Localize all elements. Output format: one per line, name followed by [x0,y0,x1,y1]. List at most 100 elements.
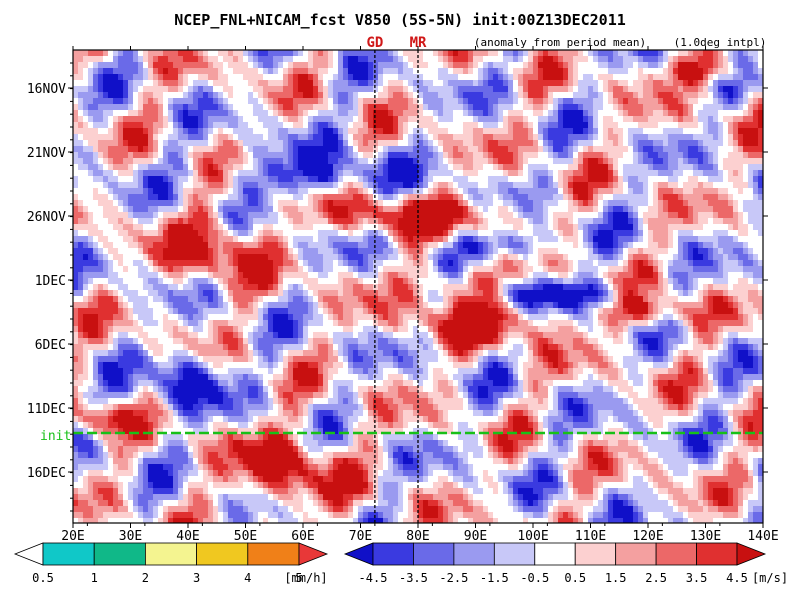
field-cell [223,410,229,417]
field-cell [228,260,234,267]
field-cell [93,236,99,243]
field-cell [248,332,254,339]
field-cell [178,506,184,513]
field-cell [183,146,189,153]
field-cell [288,500,294,507]
field-cell [238,116,244,123]
field-cell [348,248,354,255]
field-cell [288,218,294,225]
field-cell [143,206,149,213]
field-cell [293,140,299,147]
field-cell [108,188,114,195]
field-cell [148,368,154,375]
field-cell [128,518,134,523]
field-cell [383,380,389,387]
field-cell [193,410,199,417]
field-cell [298,446,304,453]
field-cell [153,230,159,237]
field-cell [348,428,354,435]
field-cell [158,350,164,357]
field-cell [328,104,334,111]
field-cell [218,260,224,267]
field-cell [148,386,154,393]
field-cell [343,110,349,117]
field-cell [323,212,329,219]
field-cell [258,194,264,201]
field-cell [128,170,134,177]
field-cell [83,380,89,387]
field-cell [313,416,319,423]
field-cell [368,482,374,489]
field-cell [118,416,124,423]
field-cell [318,152,324,159]
field-cell [228,356,234,363]
field-cell [208,428,214,435]
field-cell [378,116,384,123]
field-cell [183,350,189,357]
field-cell [133,194,139,201]
field-cell [188,194,194,201]
field-cell [303,368,309,375]
field-cell [343,440,349,447]
field-cell [383,374,389,381]
field-cell [123,104,129,111]
field-cell [148,410,154,417]
field-cell [328,170,334,177]
field-cell [353,62,359,69]
field-cell [93,446,99,453]
field-cell [268,398,274,405]
field-cell [278,482,284,489]
field-cell [213,242,219,249]
field-cell [343,302,349,309]
field-cell [258,284,264,291]
field-cell [103,332,109,339]
field-cell [383,134,389,141]
field-cell [378,80,384,87]
field-cell [148,470,154,477]
field-cell [243,380,249,387]
field-cell [103,152,109,159]
field-cell [133,230,139,237]
field-cell [343,308,349,315]
field-cell [223,248,229,255]
field-cell [298,86,304,93]
field-cell [288,434,294,441]
field-cell [148,356,154,363]
field-cell [138,314,144,321]
field-cell [163,410,169,417]
field-cell [273,326,279,333]
field-cell [253,296,259,303]
field-cell [203,452,209,459]
field-cell [283,320,289,327]
field-cell [183,494,189,501]
field-cell [353,218,359,225]
field-cell [163,176,169,183]
field-cell [73,260,79,267]
field-cell [373,392,379,399]
field-cell [308,170,314,177]
field-cell [188,428,194,435]
field-cell [228,248,234,255]
field-cell [168,440,174,447]
field-cell [193,224,199,231]
field-cell [328,332,334,339]
field-cell [328,302,334,309]
field-cell [273,410,279,417]
field-cell [318,56,324,63]
field-cell [183,296,189,303]
field-cell [293,266,299,273]
field-cell [288,272,294,279]
field-cell [348,518,354,523]
field-cell [163,92,169,99]
field-cell [238,92,244,99]
field-cell [303,206,309,213]
field-cell [193,398,199,405]
field-cell [313,236,319,243]
field-cell [83,134,89,141]
field-cell [73,230,79,237]
field-cell [233,452,239,459]
field-cell [158,338,164,345]
field-cell [203,416,209,423]
field-cell [73,500,79,507]
field-cell [383,308,389,315]
